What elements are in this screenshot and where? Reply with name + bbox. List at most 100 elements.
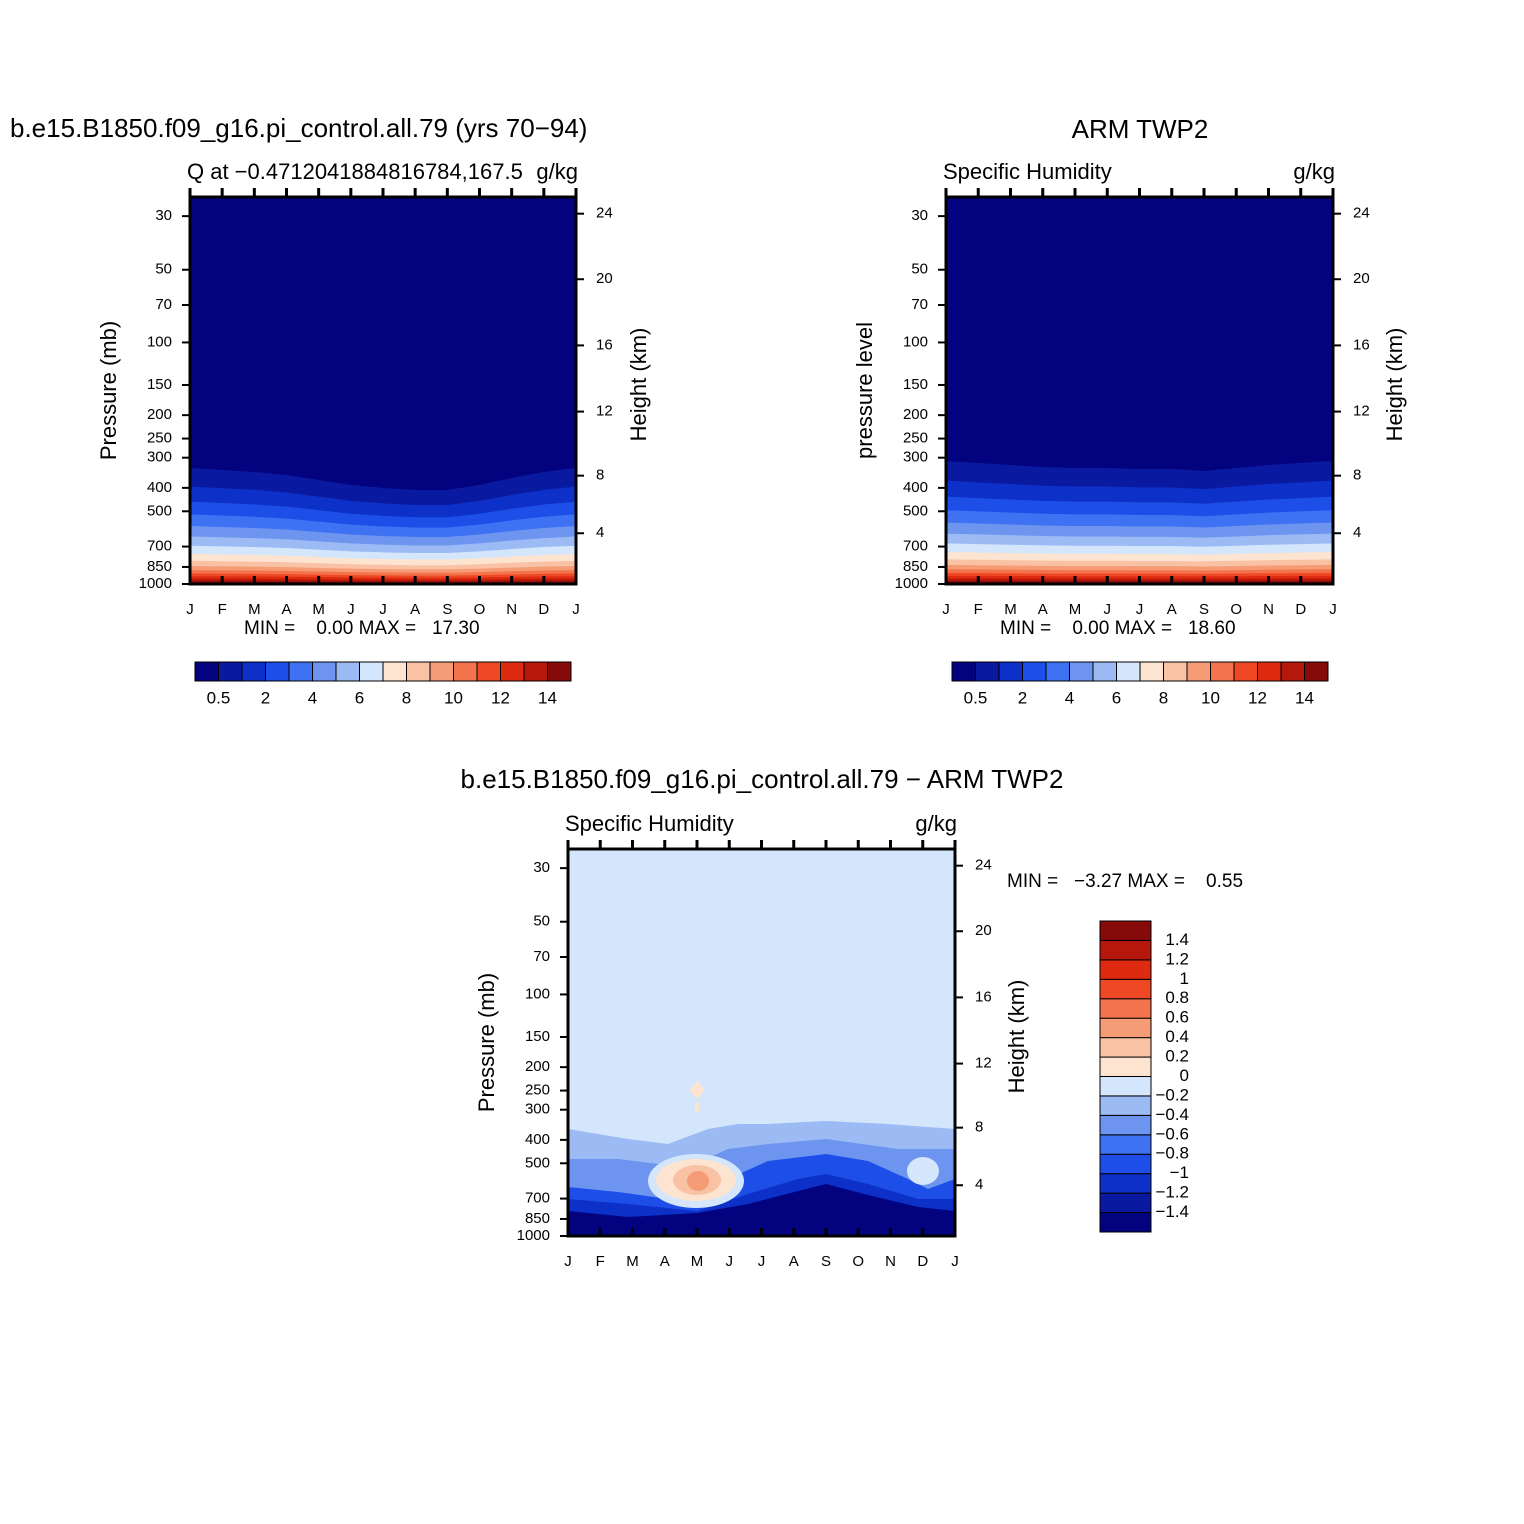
y-tick-label: 200 — [525, 1058, 550, 1075]
x-tick-label: N — [1263, 601, 1274, 618]
contour-band — [687, 1171, 709, 1191]
colorbar-label: 6 — [1112, 688, 1121, 707]
colorbar-box — [975, 661, 1000, 682]
y-tick-label: 500 — [903, 502, 928, 519]
contour-band — [695, 1103, 699, 1112]
colorbar-box — [1139, 661, 1164, 682]
x-tick-label: S — [1199, 601, 1209, 618]
colorbar-box — [265, 661, 290, 682]
x-tick-label: M — [248, 601, 261, 618]
x-tick-label: M — [691, 1253, 704, 1270]
y2-tick-label: 24 — [596, 205, 613, 222]
x-tick-label: J — [1329, 601, 1337, 618]
colorbar-box — [453, 661, 478, 682]
colorbar-label: −1.2 — [1155, 1183, 1189, 1202]
colorbar-box — [1099, 939, 1152, 961]
colorbar-label: −1.4 — [1155, 1202, 1189, 1221]
x-tick-label: J — [564, 1253, 572, 1270]
colorbar-box — [1099, 1095, 1152, 1116]
colorbar-box — [1099, 1056, 1152, 1077]
colorbar-box — [1099, 959, 1152, 980]
colorbar-box — [1099, 920, 1152, 941]
colorbar-box — [288, 661, 313, 682]
plot-title: b.e15.B1850.f09_g16.pi_control.all.79 (y… — [10, 113, 587, 143]
colorbar-label: 1 — [1180, 969, 1189, 988]
colorbar-box — [1099, 998, 1152, 1019]
colorbar-box — [1304, 661, 1329, 682]
colorbar-label: −0.6 — [1155, 1124, 1189, 1143]
y-tick-label: 30 — [155, 207, 172, 224]
colorbar-label: 14 — [538, 688, 557, 707]
colorbar-label: −0.8 — [1155, 1144, 1189, 1163]
colorbar-box — [1099, 1076, 1152, 1097]
colorbar-box — [998, 661, 1023, 682]
y-tick-label: 1000 — [895, 575, 928, 592]
y-tick-label: 400 — [147, 479, 172, 496]
colorbar-box — [335, 661, 360, 682]
subtitle-right: g/kg — [536, 159, 578, 184]
colorbar-box — [476, 661, 501, 682]
colorbar-box — [194, 661, 219, 682]
y-tick-label: 50 — [911, 261, 928, 278]
y-axis-label: Pressure (mb) — [474, 973, 499, 1112]
y-tick-label: 300 — [525, 1101, 550, 1118]
subtitle-right: g/kg — [1293, 159, 1335, 184]
x-tick-label: O — [1230, 601, 1242, 618]
y2-tick-label: 12 — [975, 1055, 992, 1072]
colorbar-box — [1099, 1173, 1152, 1194]
y2-tick-label: 24 — [975, 857, 992, 874]
x-tick-label: M — [312, 601, 325, 618]
y-tick-label: 50 — [533, 913, 550, 930]
colorbar-box — [1099, 1153, 1152, 1175]
x-tick-label: M — [626, 1253, 639, 1270]
colorbar-label: 0.8 — [1165, 988, 1189, 1007]
x-tick-label: N — [506, 601, 517, 618]
y2-tick-label: 4 — [975, 1176, 983, 1193]
colorbar-label: 4 — [1065, 688, 1074, 707]
colorbar-label: 12 — [1248, 688, 1267, 707]
y-tick-label: 850 — [525, 1210, 550, 1227]
colorbar-label: −1 — [1170, 1163, 1189, 1182]
y2-axis-label: Height (km) — [1382, 328, 1407, 442]
x-tick-label: A — [1038, 601, 1048, 618]
x-tick-label: A — [281, 601, 291, 618]
y-tick-label: 850 — [903, 558, 928, 575]
colorbar-box — [1099, 1212, 1152, 1233]
colorbar-box — [1022, 661, 1047, 682]
y-tick-label: 100 — [525, 985, 550, 1002]
colorbar-label: 8 — [402, 688, 411, 707]
x-tick-label: M — [1069, 601, 1082, 618]
colorbar-label: 2 — [261, 688, 270, 707]
y2-tick-label: 24 — [1353, 205, 1370, 222]
colorbar-box — [241, 661, 266, 682]
y-tick-label: 30 — [911, 207, 928, 224]
y-tick-label: 150 — [525, 1028, 550, 1045]
colorbar-box — [1233, 661, 1258, 682]
y-axis-label: pressure level — [852, 322, 877, 459]
subtitle-left: Specific Humidity — [565, 811, 734, 836]
colorbar-box — [1099, 1134, 1152, 1155]
y-tick-label: 500 — [147, 502, 172, 519]
y-tick-label: 250 — [903, 430, 928, 447]
y2-axis-label: Height (km) — [1004, 980, 1029, 1094]
x-tick-label: D — [917, 1253, 928, 1270]
min-max: MIN = 0.00 MAX = 18.60 — [1000, 618, 1236, 639]
contour-band — [689, 1081, 705, 1099]
colorbar-label: 1.2 — [1165, 949, 1189, 968]
colorbar-box — [359, 661, 384, 682]
colorbar-box — [218, 661, 243, 682]
min-max: MIN = −3.27 MAX = 0.55 — [1007, 871, 1243, 892]
colorbar-box — [1069, 661, 1094, 682]
y-tick-label: 1000 — [517, 1227, 550, 1244]
y-tick-label: 100 — [903, 333, 928, 350]
subtitle-left: Q at −0.4712041884816784,167.5 — [187, 159, 523, 184]
colorbar-box — [1099, 1192, 1152, 1214]
colorbar-box — [1045, 661, 1070, 682]
colorbar-box — [523, 661, 548, 682]
y2-tick-label: 12 — [1353, 403, 1370, 420]
y-tick-label: 250 — [147, 430, 172, 447]
y-tick-label: 300 — [903, 449, 928, 466]
y2-tick-label: 8 — [1353, 467, 1361, 484]
x-tick-label: D — [538, 601, 549, 618]
